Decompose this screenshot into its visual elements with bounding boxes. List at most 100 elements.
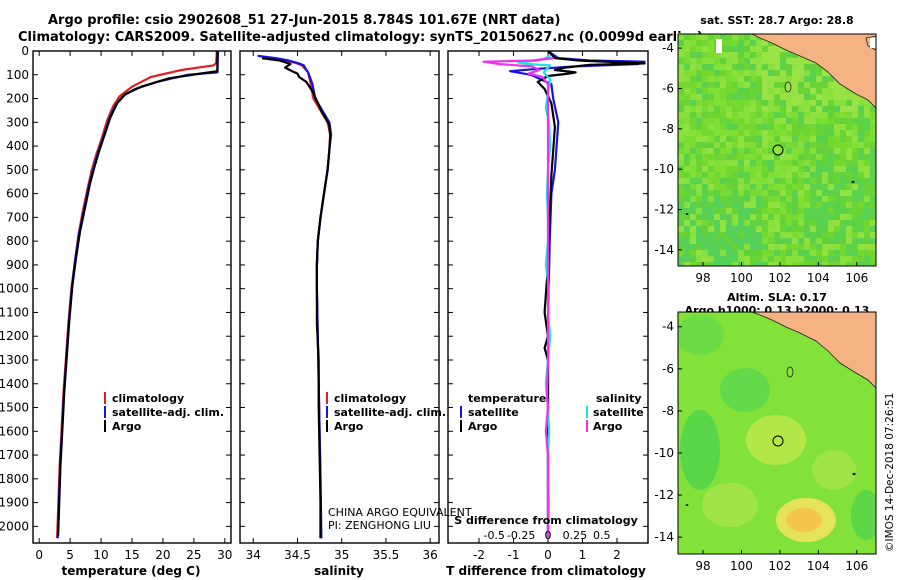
sst-cell <box>834 118 840 124</box>
sst-cell <box>774 76 780 82</box>
sst-cell <box>810 118 816 124</box>
sst-cell <box>822 196 828 202</box>
sst-cell <box>804 166 810 172</box>
sst-cell <box>684 172 690 178</box>
depth-tick-label: 1100 <box>0 305 29 319</box>
s-tick-label: -0.25 <box>507 529 535 542</box>
sst-cell <box>828 202 834 208</box>
sst-cell <box>840 262 846 266</box>
sst-cell <box>846 178 852 184</box>
float-program-annotation: CHINA ARGO EQUIVALENT <box>328 506 472 519</box>
sst-cell <box>702 130 708 136</box>
sst-cell <box>744 70 750 76</box>
sst-cell <box>810 154 816 160</box>
sst-cell <box>834 94 840 100</box>
sst-cell <box>750 244 756 250</box>
sst-cell <box>684 196 690 202</box>
sst-cell <box>750 100 756 106</box>
sst-cell <box>768 154 774 160</box>
sst-cell <box>708 130 714 136</box>
sst-cell <box>858 166 864 172</box>
sst-cell <box>786 106 792 112</box>
sst-cell <box>726 124 732 130</box>
sst-cell <box>696 220 702 226</box>
sst-cell <box>702 208 708 214</box>
sst-cell <box>786 124 792 130</box>
sst-cell <box>774 88 780 94</box>
sst-cell <box>750 184 756 190</box>
sst-cell <box>810 166 816 172</box>
sst-cell <box>834 244 840 250</box>
sst-cell <box>786 250 792 256</box>
sst-cell <box>720 232 726 238</box>
sst-cell <box>798 166 804 172</box>
sst-cell <box>720 184 726 190</box>
sst-cell <box>714 172 720 178</box>
sst-cell <box>846 190 852 196</box>
sst-cell <box>774 154 780 160</box>
sst-cell <box>756 52 762 58</box>
sst-cell <box>768 208 774 214</box>
sst-cell <box>678 118 684 124</box>
legend-t-satellite-label: satellite <box>468 406 519 419</box>
series-t-argo <box>536 51 646 539</box>
float-pi-annotation: PI: ZENGHONG LIU <box>328 519 431 532</box>
sst-cell <box>816 256 822 262</box>
sst-cell <box>726 34 732 40</box>
sst-cell <box>720 190 726 196</box>
sst-cell <box>828 136 834 142</box>
sst-cell <box>678 58 684 64</box>
sst-cell <box>858 232 864 238</box>
sst-cell <box>756 70 762 76</box>
sst-cell <box>762 148 768 154</box>
sst-cell <box>786 148 792 154</box>
sst-cell <box>762 226 768 232</box>
sst-cell <box>858 262 864 266</box>
sst-cell <box>714 52 720 58</box>
sst-cell <box>798 262 804 266</box>
depth-tick-label: 100 <box>6 68 29 82</box>
sst-cell <box>708 190 714 196</box>
sst-cell <box>834 166 840 172</box>
sst-cell <box>684 220 690 226</box>
sst-cell <box>816 88 822 94</box>
sst-cell <box>786 232 792 238</box>
sst-cell <box>816 196 822 202</box>
sst-cell <box>864 148 870 154</box>
sst-cell <box>738 82 744 88</box>
sst-cell <box>744 82 750 88</box>
sst-cell <box>714 178 720 184</box>
sst-cell <box>804 202 810 208</box>
sst-cell <box>840 202 846 208</box>
sst-cell <box>840 94 846 100</box>
sst-cell <box>846 250 852 256</box>
sst-cell <box>780 208 786 214</box>
sst-cell <box>840 136 846 142</box>
sst-cell <box>726 226 732 232</box>
sst-cell <box>786 94 792 100</box>
sst-cell <box>780 160 786 166</box>
sst-cell <box>816 112 822 118</box>
sst-cell <box>678 184 684 190</box>
sst-cell <box>768 238 774 244</box>
s-tick-label: 0 <box>545 529 552 542</box>
sst-cell <box>864 130 870 136</box>
sst-cell <box>864 244 870 250</box>
sst-cell <box>858 130 864 136</box>
sst-cell <box>696 76 702 82</box>
sst-cell <box>732 34 738 40</box>
sst-cell <box>852 148 858 154</box>
sst-cell <box>804 106 810 112</box>
sst-cell <box>756 214 762 220</box>
sst-cell <box>720 148 726 154</box>
sst-cell <box>714 238 720 244</box>
sst-cell <box>768 250 774 256</box>
sst-cell <box>792 178 798 184</box>
sst-cell <box>750 94 756 100</box>
sst-cell <box>816 118 822 124</box>
depth-tick-label: 800 <box>6 234 29 248</box>
sst-cell <box>798 178 804 184</box>
sst-cell <box>738 250 744 256</box>
sst-cell <box>744 226 750 232</box>
sst-cell <box>822 100 828 106</box>
